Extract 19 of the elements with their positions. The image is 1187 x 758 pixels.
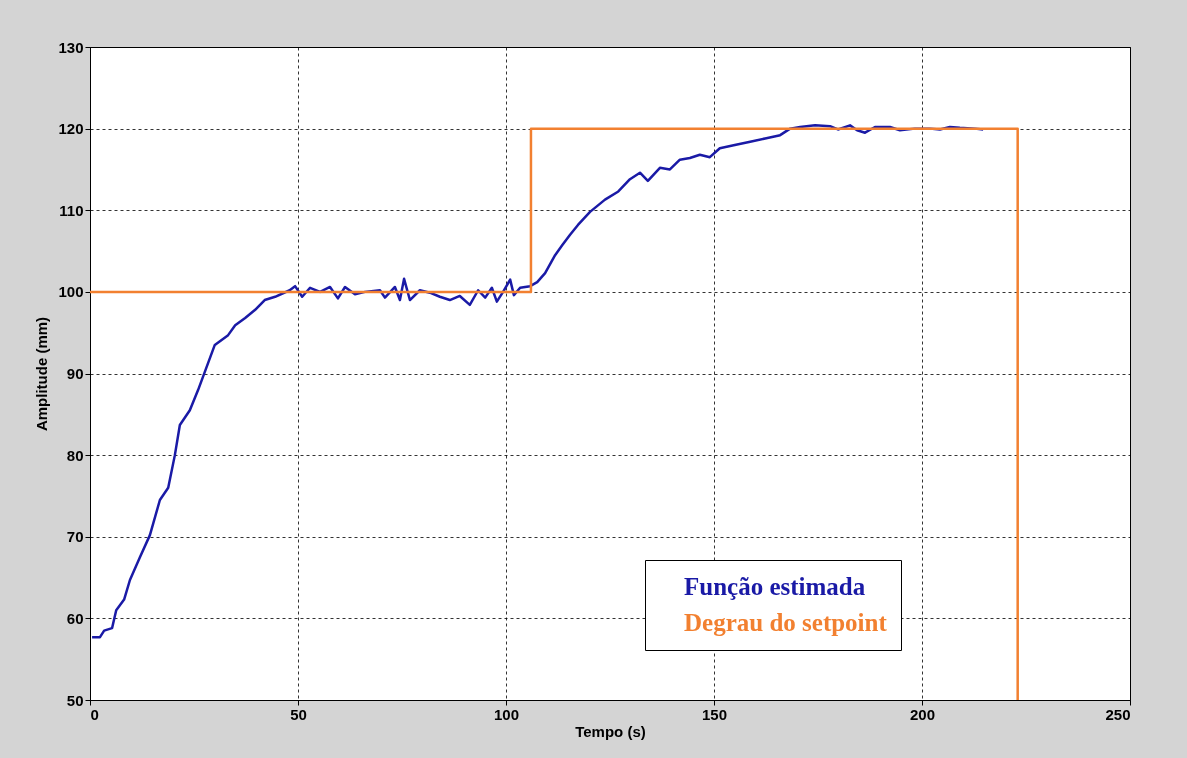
y-tick-label: 80	[66, 446, 84, 464]
y-tick-label: 120	[58, 120, 84, 138]
y-tick-label: 60	[66, 609, 84, 627]
y-tick-label: 50	[66, 691, 84, 709]
x-tick-label: 100	[493, 705, 520, 723]
x-tick-label: 50	[290, 705, 307, 723]
y-axis-title: Amplitude (mm)	[33, 316, 51, 432]
y-tick-label: 130	[58, 38, 84, 56]
y-tick-label: 100	[58, 283, 84, 301]
x-tick-label: 0	[90, 705, 99, 723]
x-tick-label: 200	[909, 705, 936, 723]
y-tick-label: 90	[66, 365, 84, 382]
text: Função estimada	[684, 572, 866, 600]
y-tick-label: 70	[66, 528, 84, 546]
y-tick-label: 110	[59, 201, 84, 219]
x-axis-title: Tempo (s)	[575, 722, 646, 740]
x-tick-label: 250	[1105, 705, 1131, 723]
x-tick-label: 150	[701, 705, 728, 723]
text: Degrau do setpoint	[684, 608, 888, 636]
